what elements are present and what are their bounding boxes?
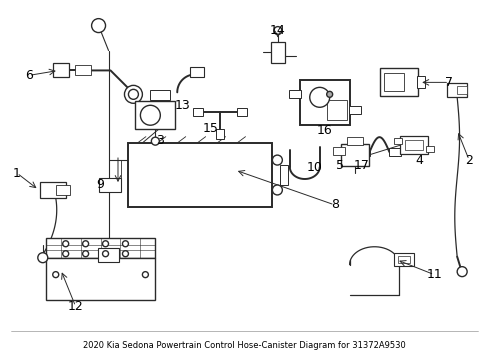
- FancyBboxPatch shape: [426, 146, 433, 152]
- Text: 16: 16: [316, 124, 332, 137]
- FancyBboxPatch shape: [216, 129, 224, 139]
- FancyBboxPatch shape: [346, 137, 362, 145]
- FancyBboxPatch shape: [190, 67, 203, 77]
- Circle shape: [124, 85, 142, 103]
- FancyBboxPatch shape: [128, 143, 272, 207]
- Text: 13: 13: [174, 99, 190, 112]
- Text: 7: 7: [444, 76, 452, 89]
- Circle shape: [272, 155, 282, 165]
- Text: 6: 6: [25, 69, 33, 82]
- FancyBboxPatch shape: [456, 86, 466, 94]
- Text: 5: 5: [335, 158, 343, 172]
- Text: 15: 15: [202, 122, 218, 135]
- Text: 2: 2: [464, 154, 472, 167]
- FancyBboxPatch shape: [388, 148, 401, 156]
- Circle shape: [122, 241, 128, 247]
- Circle shape: [82, 241, 88, 247]
- FancyBboxPatch shape: [400, 136, 427, 154]
- FancyBboxPatch shape: [40, 182, 65, 198]
- Circle shape: [128, 89, 138, 99]
- Text: 17: 17: [353, 158, 369, 172]
- Circle shape: [38, 253, 48, 263]
- FancyBboxPatch shape: [398, 256, 409, 263]
- Polygon shape: [46, 238, 155, 258]
- Text: 3: 3: [156, 134, 164, 147]
- Text: 10: 10: [306, 161, 322, 174]
- Text: 2020 Kia Sedona Powertrain Control Hose-Canister Diagram for 31372A9530: 2020 Kia Sedona Powertrain Control Hose-…: [82, 341, 405, 350]
- FancyBboxPatch shape: [332, 147, 344, 155]
- Text: 11: 11: [426, 268, 441, 281]
- Circle shape: [53, 272, 59, 278]
- FancyBboxPatch shape: [150, 90, 170, 100]
- FancyBboxPatch shape: [56, 185, 69, 195]
- FancyBboxPatch shape: [447, 84, 466, 97]
- Circle shape: [142, 272, 148, 278]
- FancyBboxPatch shape: [405, 140, 423, 150]
- FancyBboxPatch shape: [394, 138, 402, 144]
- Circle shape: [273, 27, 281, 35]
- FancyBboxPatch shape: [270, 41, 285, 63]
- FancyBboxPatch shape: [280, 165, 288, 185]
- Text: 9: 9: [97, 179, 104, 192]
- Text: 4: 4: [414, 154, 423, 167]
- Circle shape: [151, 137, 159, 145]
- FancyBboxPatch shape: [53, 63, 68, 77]
- Circle shape: [102, 241, 108, 247]
- Circle shape: [456, 267, 466, 276]
- Circle shape: [326, 91, 332, 97]
- FancyBboxPatch shape: [348, 106, 360, 114]
- Circle shape: [62, 241, 68, 247]
- Circle shape: [272, 185, 282, 195]
- FancyBboxPatch shape: [299, 80, 349, 125]
- FancyBboxPatch shape: [99, 178, 121, 192]
- FancyBboxPatch shape: [394, 253, 413, 266]
- FancyBboxPatch shape: [326, 100, 346, 120]
- Polygon shape: [46, 258, 155, 300]
- Circle shape: [140, 105, 160, 125]
- Circle shape: [102, 251, 108, 257]
- Text: 1: 1: [13, 167, 21, 180]
- FancyBboxPatch shape: [384, 73, 404, 91]
- Circle shape: [309, 87, 329, 107]
- FancyBboxPatch shape: [340, 144, 368, 166]
- Circle shape: [62, 251, 68, 257]
- Circle shape: [122, 251, 128, 257]
- FancyBboxPatch shape: [135, 101, 175, 129]
- FancyBboxPatch shape: [98, 248, 119, 262]
- FancyBboxPatch shape: [193, 108, 203, 116]
- Circle shape: [82, 251, 88, 257]
- FancyBboxPatch shape: [380, 68, 417, 96]
- FancyBboxPatch shape: [75, 66, 90, 75]
- FancyBboxPatch shape: [416, 76, 425, 88]
- FancyBboxPatch shape: [237, 108, 246, 116]
- FancyBboxPatch shape: [357, 148, 369, 156]
- Circle shape: [91, 19, 105, 32]
- Text: 12: 12: [68, 300, 83, 313]
- Text: 8: 8: [330, 198, 338, 211]
- Text: 14: 14: [269, 24, 285, 37]
- FancyBboxPatch shape: [288, 90, 300, 98]
